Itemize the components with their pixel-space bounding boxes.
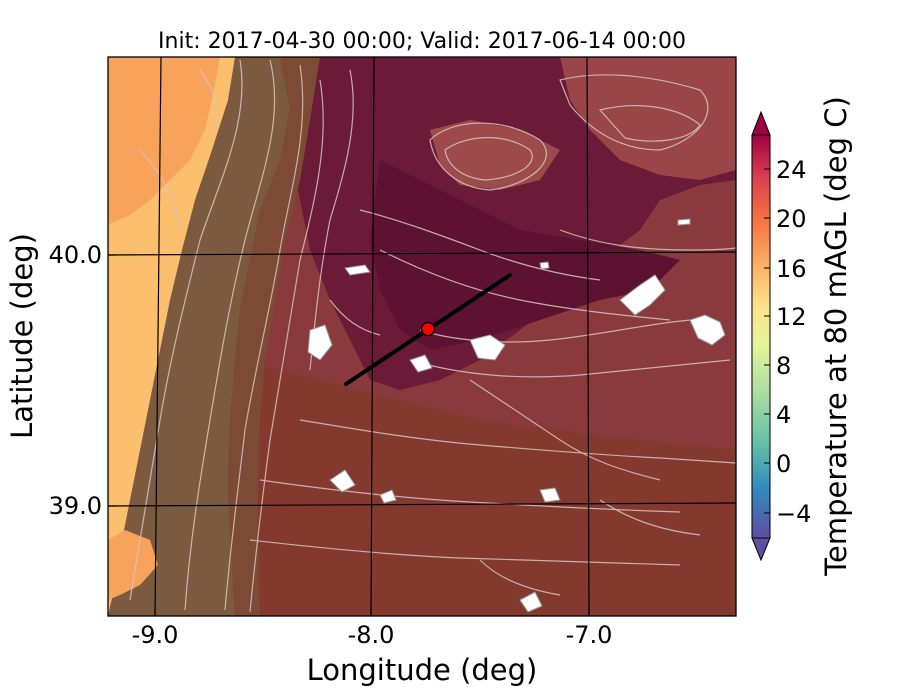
site-marker (420, 321, 436, 337)
y-tick-label: 39.0 (49, 492, 102, 520)
highland-core (370, 160, 680, 350)
y-tick-label: 40.0 (49, 241, 102, 269)
plot-title: Init: 2017-04-30 00:00; Valid: 2017-06-1… (158, 29, 686, 54)
missing-data-patches (307, 218, 726, 613)
contour-lines (129, 59, 736, 613)
colorbar-extend-bottom (751, 537, 771, 562)
colorbar-tick-label: 4 (776, 401, 791, 429)
colorbar-tick-label: 16 (776, 255, 807, 283)
x-axis-label: Longitude (deg) (307, 653, 538, 687)
colorbar: 24 20 16 12 8 4 0 −4 Temperature at 80 m… (751, 96, 853, 577)
ocean-south (108, 530, 158, 600)
colorbar-tick-label: 8 (776, 352, 791, 380)
northern-hills (430, 120, 560, 190)
colorbar-label: Temperature at 80 mAGL (deg C) (819, 96, 853, 577)
colorbar-tick-label: −4 (776, 500, 811, 528)
colorbar-tick-label: 0 (776, 450, 791, 478)
y-axis-label: Latitude (deg) (5, 233, 39, 439)
western-transition (228, 57, 320, 616)
graticule (108, 57, 736, 616)
colorbar-scale (751, 134, 771, 539)
colorbar-tick-label: 12 (776, 303, 807, 331)
x-tick-label: -9.0 (132, 621, 179, 649)
map-panel (108, 57, 736, 616)
y-axis: 40.0 39.0 Latitude (deg) (5, 233, 116, 520)
x-axis: -9.0 -8.0 -7.0 Longitude (deg) (132, 608, 613, 687)
colorbar-extend-top (751, 110, 771, 136)
colorbar-ticks (764, 168, 770, 514)
x-tick-label: -8.0 (348, 621, 395, 649)
colorbar-tick-label: 20 (776, 205, 807, 233)
colorbar-tick-label: 24 (776, 156, 807, 184)
ocean-region (108, 57, 220, 225)
map-frame (107, 56, 737, 617)
x-tick-label: -7.0 (566, 621, 613, 649)
